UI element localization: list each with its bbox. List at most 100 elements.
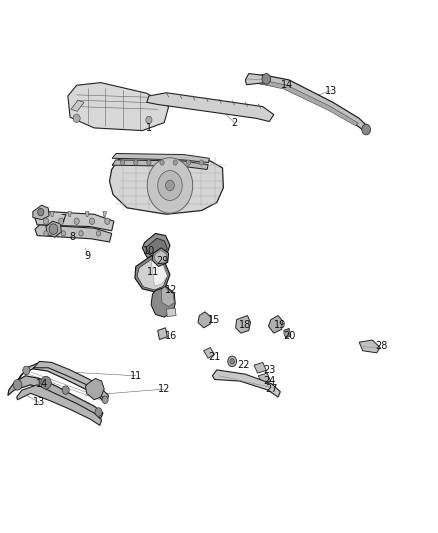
Circle shape [362, 124, 371, 135]
Polygon shape [204, 348, 215, 358]
Text: 12: 12 [158, 384, 170, 394]
Polygon shape [85, 378, 104, 400]
Polygon shape [152, 248, 169, 266]
Polygon shape [146, 238, 167, 257]
Circle shape [23, 366, 30, 375]
Polygon shape [8, 376, 103, 418]
Text: 18: 18 [239, 320, 251, 330]
Circle shape [43, 218, 49, 224]
Polygon shape [50, 212, 54, 216]
Polygon shape [46, 221, 61, 237]
Polygon shape [17, 385, 102, 425]
Circle shape [284, 329, 290, 337]
Polygon shape [142, 233, 170, 260]
Polygon shape [151, 260, 167, 286]
Text: 12: 12 [165, 286, 177, 295]
Polygon shape [154, 251, 166, 264]
Circle shape [59, 218, 64, 224]
Text: 14: 14 [281, 80, 293, 90]
Circle shape [228, 356, 237, 367]
Circle shape [74, 218, 79, 224]
Polygon shape [284, 328, 291, 338]
Text: 1: 1 [146, 123, 152, 133]
Text: 28: 28 [375, 342, 387, 351]
Circle shape [158, 171, 182, 200]
Polygon shape [198, 312, 211, 328]
Circle shape [173, 160, 177, 165]
Circle shape [13, 379, 22, 390]
Circle shape [102, 396, 108, 403]
Polygon shape [68, 212, 71, 216]
Circle shape [49, 224, 58, 235]
Text: 11: 11 [147, 267, 159, 277]
Polygon shape [103, 212, 106, 216]
Circle shape [186, 160, 191, 165]
Text: 13: 13 [33, 398, 46, 407]
Polygon shape [151, 287, 175, 317]
Polygon shape [254, 362, 266, 373]
Circle shape [96, 231, 101, 236]
Polygon shape [35, 211, 114, 231]
Text: 19: 19 [274, 320, 286, 330]
Text: 2: 2 [231, 118, 237, 127]
Circle shape [62, 386, 69, 394]
Text: 23: 23 [263, 366, 276, 375]
Circle shape [166, 180, 174, 191]
Polygon shape [33, 361, 109, 401]
Circle shape [79, 231, 83, 236]
Polygon shape [112, 154, 209, 163]
Polygon shape [161, 287, 174, 306]
Polygon shape [212, 370, 280, 397]
Text: 9: 9 [85, 251, 91, 261]
Polygon shape [359, 340, 380, 353]
Circle shape [199, 160, 204, 165]
Text: 15: 15 [208, 315, 221, 325]
Polygon shape [110, 155, 223, 214]
Text: 14: 14 [35, 379, 48, 389]
Polygon shape [33, 205, 49, 220]
Polygon shape [135, 256, 170, 292]
Text: 10: 10 [143, 246, 155, 255]
Polygon shape [71, 100, 84, 111]
Polygon shape [68, 83, 169, 131]
Text: 13: 13 [325, 86, 337, 95]
Text: 27: 27 [265, 384, 278, 394]
Circle shape [262, 74, 271, 84]
Circle shape [61, 231, 66, 236]
Polygon shape [158, 328, 167, 340]
Circle shape [160, 160, 164, 165]
Text: 20: 20 [283, 331, 295, 341]
Text: 7: 7 [60, 214, 67, 223]
Text: 21: 21 [208, 352, 221, 362]
Polygon shape [236, 316, 251, 333]
Polygon shape [268, 316, 283, 333]
Circle shape [147, 158, 193, 213]
Circle shape [73, 114, 80, 123]
Polygon shape [245, 74, 266, 85]
Polygon shape [259, 80, 358, 126]
Circle shape [120, 160, 125, 165]
Circle shape [44, 231, 48, 236]
Circle shape [38, 208, 44, 216]
Circle shape [95, 408, 102, 416]
Polygon shape [137, 260, 167, 290]
Text: 16: 16 [165, 331, 177, 341]
Polygon shape [85, 212, 89, 216]
Circle shape [146, 116, 152, 124]
Text: 11: 11 [130, 371, 142, 381]
Polygon shape [258, 75, 368, 132]
Polygon shape [112, 160, 208, 169]
Circle shape [89, 218, 95, 224]
Polygon shape [147, 93, 274, 122]
Polygon shape [35, 225, 112, 242]
Text: 29: 29 [156, 256, 168, 266]
Circle shape [41, 376, 51, 389]
Circle shape [230, 359, 234, 364]
Polygon shape [166, 308, 176, 317]
Polygon shape [258, 373, 271, 384]
Text: 8: 8 [69, 232, 75, 242]
Text: 22: 22 [237, 360, 249, 370]
Circle shape [105, 218, 110, 224]
Circle shape [147, 160, 151, 165]
Text: 24: 24 [263, 376, 276, 386]
